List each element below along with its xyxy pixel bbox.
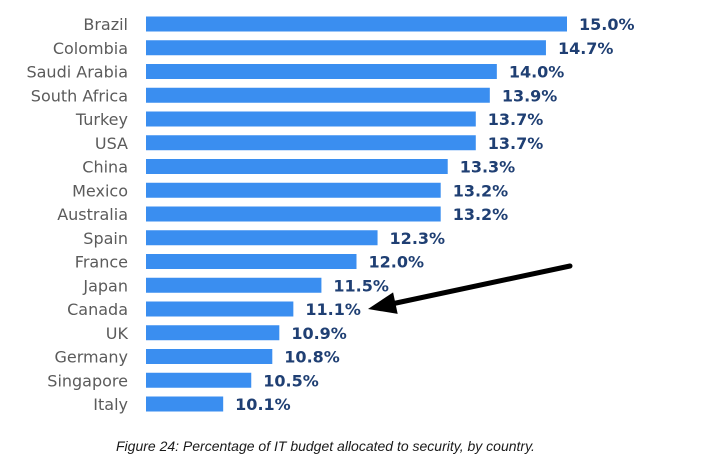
category-label-mexico: Mexico — [72, 181, 128, 200]
bar-brazil — [146, 16, 567, 32]
bar-canada — [146, 301, 294, 317]
bar-mexico — [146, 182, 441, 198]
bar-saudi-arabia — [146, 64, 497, 79]
value-label-australia: 13.2% — [453, 205, 509, 224]
annotation-arrow-head — [368, 292, 398, 314]
value-label-turkey: 13.7% — [488, 110, 544, 129]
bar-south-africa — [146, 87, 490, 103]
value-label-saudi-arabia: 14.0% — [509, 63, 565, 82]
category-label-singapore: Singapore — [47, 371, 128, 390]
value-label-china: 13.3% — [460, 158, 516, 177]
value-label-usa: 13.7% — [488, 134, 544, 153]
value-label-italy: 10.1% — [235, 395, 291, 414]
bar-australia — [146, 206, 441, 222]
category-label-colombia: Colombia — [53, 39, 128, 58]
category-label-turkey: Turkey — [75, 110, 128, 129]
category-label-brazil: Brazil — [83, 15, 128, 34]
bar-singapore — [146, 372, 252, 388]
category-label-australia: Australia — [57, 205, 128, 224]
bar-colombia — [146, 40, 546, 56]
category-label-italy: Italy — [93, 395, 128, 414]
value-label-colombia: 14.7% — [558, 39, 614, 58]
bar-china — [146, 159, 448, 174]
value-label-france: 12.0% — [369, 253, 425, 272]
value-label-japan: 11.5% — [333, 276, 389, 295]
bar-turkey — [146, 111, 476, 127]
value-label-south-africa: 13.9% — [502, 86, 558, 105]
value-label-germany: 10.8% — [284, 348, 340, 367]
category-label-canada: Canada — [67, 300, 128, 319]
figure-caption: Figure 24: Percentage of IT budget alloc… — [116, 438, 535, 454]
category-label-japan: Japan — [82, 276, 128, 295]
value-label-canada: 11.1% — [305, 300, 361, 319]
bar-italy — [146, 396, 224, 412]
value-label-singapore: 10.5% — [263, 371, 319, 390]
category-label-china: China — [82, 158, 128, 177]
value-label-spain: 12.3% — [390, 229, 446, 248]
bar-france — [146, 254, 357, 269]
category-label-spain: Spain — [83, 229, 128, 248]
bars-group: Brazil 15.0% Colombia 14.7% Saudi Arabia 14.0… — [26, 15, 634, 414]
category-label-saudi-arabia: Saudi Arabia — [26, 63, 128, 82]
bar-usa — [146, 135, 476, 151]
bar-germany — [146, 349, 273, 364]
bar-japan — [146, 277, 322, 293]
annotation-group — [368, 263, 573, 314]
value-label-uk: 10.9% — [291, 324, 347, 343]
value-label-mexico: 13.2% — [453, 181, 509, 200]
bar-uk — [146, 325, 280, 341]
category-label-germany: Germany — [54, 348, 128, 367]
annotation-arrow-shaft — [383, 263, 573, 308]
category-label-south-africa: South Africa — [31, 86, 128, 105]
bar-spain — [146, 230, 378, 246]
category-label-usa: USA — [95, 134, 128, 153]
value-label-brazil: 15.0% — [579, 15, 635, 34]
category-label-uk: UK — [106, 324, 129, 343]
category-label-france: France — [75, 253, 128, 272]
